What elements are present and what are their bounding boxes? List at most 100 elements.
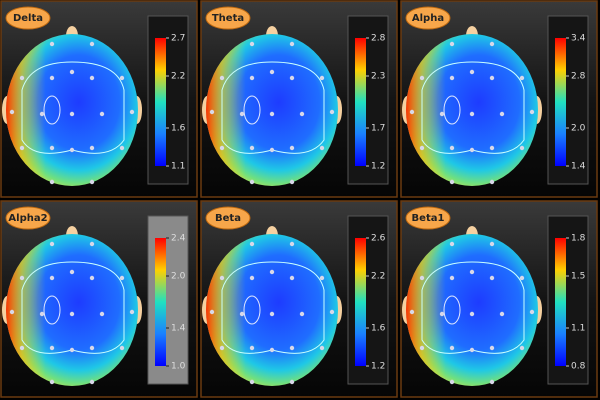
colorbar-tick-label: 1.8 [571,234,586,244]
colorbar-frame [547,215,589,385]
electrode [49,179,55,185]
electrode [449,241,455,247]
band-label: Beta [215,213,241,224]
electrode [69,147,75,153]
electrode [49,241,55,247]
electrode [319,145,325,151]
electrode [529,109,535,115]
electrode [69,311,75,317]
electrode [269,347,275,353]
scalp-map-edge [406,34,538,186]
electrode [449,179,455,185]
contour-line [243,295,261,325]
electrode [299,111,305,117]
electrode [489,75,495,81]
electrode [249,345,255,351]
band-label-badge [205,6,251,30]
electrode [269,269,275,275]
electrode [289,275,295,281]
electrode [239,111,245,117]
colorbar-tick-label: 2.6 [371,234,386,244]
electrode [89,275,95,281]
electrode [469,311,475,317]
colorbar [555,238,566,366]
electrode [489,345,495,351]
colorbar-tick-label: 3.4 [571,34,586,44]
band-label-badge [405,6,451,30]
electrode [89,179,95,185]
band-label: Alpha [412,13,444,24]
electrode [519,345,525,351]
topomap-panel: 2.8 2.3 1.7 1.2 Theta [200,0,398,198]
electrode [249,145,255,151]
electrode [449,379,455,385]
electrode [119,145,125,151]
electrode [49,75,55,81]
electrode [69,111,75,117]
colorbar-tick-label: 2.0 [571,124,586,134]
contour-line [21,261,125,354]
electrode [289,179,295,185]
band-label-badge [5,6,51,30]
colorbar [555,38,566,166]
electrode [529,309,535,315]
contour-line [443,295,461,325]
electrode [49,41,55,47]
colorbar-tick-label: 1.2 [371,162,385,172]
electrode [329,309,335,315]
topomap-panel: 1.8 1.5 1.1 0.8 Beta1 [400,200,598,398]
colorbar-frame [147,215,189,385]
electrode [49,379,55,385]
contour-line [21,61,125,154]
electrode [489,179,495,185]
electrode [319,275,325,281]
electrode [209,109,215,115]
electrode [269,147,275,153]
colorbar-frame [547,15,589,185]
colorbar-tick-label: 1.5 [571,272,585,282]
contour-line [43,295,61,325]
electrode [289,75,295,81]
electrode [519,275,525,281]
colorbar [155,38,166,166]
colorbar-tick-label: 1.4 [171,324,186,334]
electrode [289,345,295,351]
contour-line [43,95,61,125]
electrode [289,145,295,151]
colorbar-tick-label: 2.8 [571,72,586,82]
electrode [249,379,255,385]
colorbar-tick-label: 1.2 [371,362,385,372]
electrode [319,345,325,351]
electrode [99,311,105,317]
electrode [419,275,425,281]
electrode [129,309,135,315]
electrode [89,41,95,47]
colorbar [355,238,366,366]
electrode [249,241,255,247]
colorbar-tick-label: 2.3 [371,72,385,82]
electrode [469,147,475,153]
band-label: Theta [212,13,244,24]
topomap-panel: 3.4 2.8 2.0 1.4 Alpha [400,0,598,198]
electrode [19,275,25,281]
electrode [489,275,495,281]
band-label: Beta1 [412,213,445,224]
electrode [39,111,45,117]
electrode [89,75,95,81]
scalp-map-edge [206,34,338,186]
colorbar-tick-label: 1.1 [571,324,585,334]
colorbar-tick-label: 0.8 [571,362,586,372]
colorbar-tick-label: 1.0 [171,362,186,372]
electrode [299,311,305,317]
scalp-map-edge [6,34,138,186]
electrode [289,241,295,247]
electrode [519,75,525,81]
electrode [289,41,295,47]
band-label-badge [205,206,251,230]
electrode [249,41,255,47]
contour-line [443,95,461,125]
electrode [119,275,125,281]
electrode [119,75,125,81]
colorbar-tick-label: 1.6 [371,324,386,334]
